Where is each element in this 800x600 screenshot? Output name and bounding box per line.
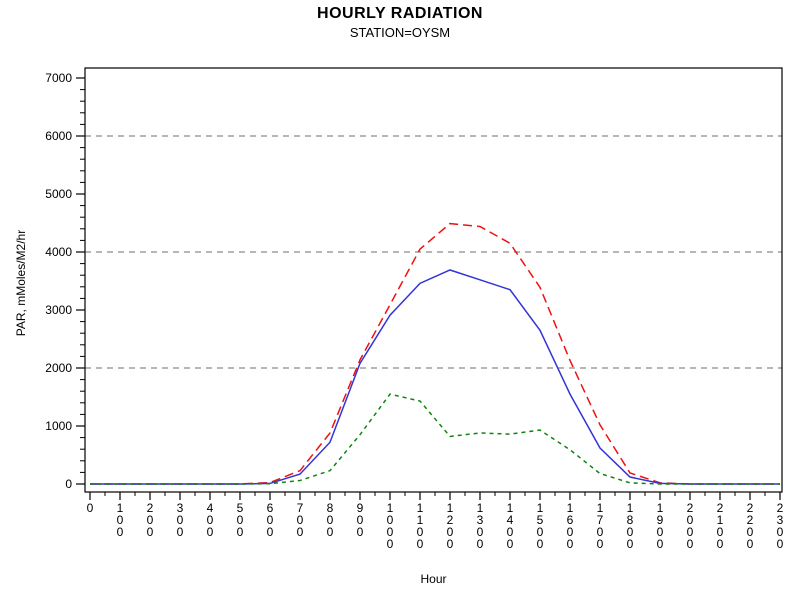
chart-title: HOURLY RADIATION: [317, 5, 483, 22]
y-tick-label-7000: 7000: [45, 71, 72, 85]
x-axis-label: Hour: [420, 572, 447, 586]
y-tick-label-2000: 2000: [45, 361, 72, 375]
plot-frame: [84, 67, 783, 493]
y-tick-label-5000: 5000: [45, 187, 72, 201]
y-tick-label-0: 0: [65, 477, 72, 491]
green-dashed-series: [90, 393, 780, 485]
y-tick-label-6000: 6000: [45, 129, 72, 143]
y-tick-label-4000: 4000: [45, 245, 72, 259]
y-tick-label-3000: 3000: [45, 303, 72, 317]
red-dashed-series: [90, 222, 780, 485]
chart-subtitle: STATION=OYSM: [349, 25, 451, 40]
y-tick-label-1000: 1000: [45, 419, 72, 433]
x-tick-label-0: 0: [87, 501, 94, 515]
blue-solid-series: [90, 269, 780, 485]
